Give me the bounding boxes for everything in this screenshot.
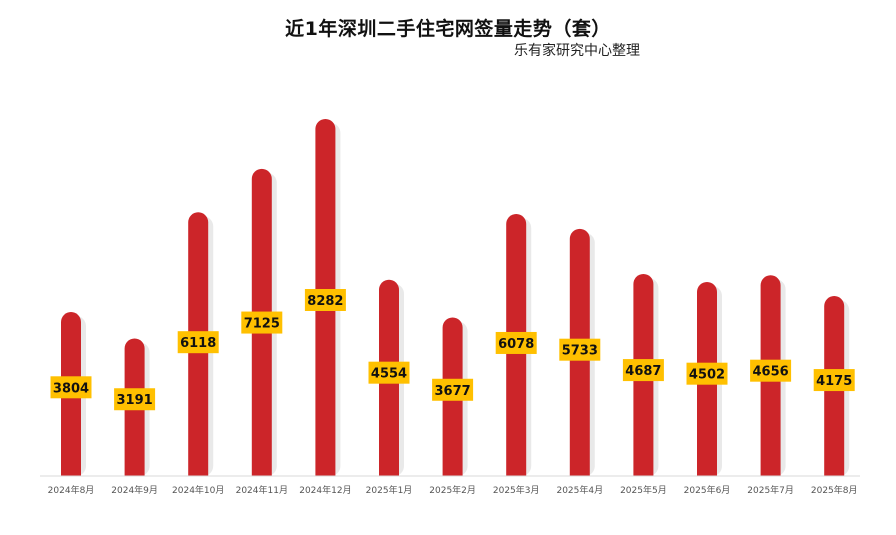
data-label-box [495, 331, 537, 354]
data-label-box [304, 289, 346, 311]
x-tick-label: 2024年9月 [111, 484, 158, 496]
data-label: 7125 [241, 311, 283, 334]
data-label-box [368, 361, 410, 384]
data-label: 4502 [686, 362, 728, 385]
x-tick-labels-layer: 2024年8月 2024年9月 2024年10月 2024年11月 2024年12月 20… [48, 484, 858, 496]
x-tick-label: 2024年8月 [48, 484, 95, 496]
x-tick-label: 2025年5月 [620, 484, 667, 496]
x-tick-label: 2025年7月 [747, 484, 794, 496]
data-label-box [432, 378, 474, 401]
data-label-text: 6118 [180, 336, 216, 351]
data-label: 6118 [177, 331, 219, 354]
bars-layer [61, 119, 850, 477]
x-tick-label: 2025年4月 [556, 484, 603, 496]
x-tick-label: 2025年3月 [493, 484, 540, 496]
x-tick-label: 2025年2月 [429, 484, 476, 496]
chart-subtitle: 乐有家研究中心整理 [514, 43, 640, 59]
data-label: 4554 [368, 361, 410, 384]
data-label: 4687 [622, 359, 664, 382]
data-label-box [559, 338, 601, 361]
data-label: 3191 [114, 388, 156, 411]
data-label-box [241, 311, 283, 334]
data-label-text: 4554 [371, 367, 407, 382]
data-label: 3677 [432, 378, 474, 401]
data-label-text: 6078 [498, 337, 534, 352]
x-tick-label: 2024年11月 [236, 484, 288, 496]
data-label-box [686, 362, 728, 385]
data-label-text: 3677 [435, 384, 471, 399]
data-label-text: 8282 [307, 294, 343, 309]
data-label-text: 5733 [562, 344, 598, 359]
data-label: 4175 [813, 369, 855, 392]
x-tick-label: 2025年1月 [366, 484, 413, 496]
data-label-text: 4687 [625, 364, 661, 379]
chart-title: 近1年深圳二手住宅网签量走势（套） [285, 18, 611, 40]
x-tick-label: 2024年10月 [172, 484, 224, 496]
data-label: 6078 [495, 331, 537, 354]
data-label-box [750, 359, 792, 382]
data-label-text: 3804 [53, 381, 89, 396]
data-labels-layer: 3804 3191 6118 7125 8282 4554 3677 6078 5733 4687… [50, 289, 855, 411]
data-label-box [114, 388, 156, 411]
data-label-box [622, 359, 664, 382]
x-tick-label: 2024年12月 [299, 484, 351, 496]
data-label-box [813, 369, 855, 392]
data-label-box [177, 331, 219, 354]
data-label-text: 4656 [753, 365, 789, 380]
x-tick-label: 2025年6月 [684, 484, 731, 496]
data-label: 4656 [750, 359, 792, 382]
data-label-text: 4502 [689, 368, 725, 383]
x-tick-label: 2025年8月 [811, 484, 858, 496]
data-label-text: 3191 [117, 393, 153, 408]
data-label: 5733 [559, 338, 601, 361]
data-label-text: 4175 [816, 374, 852, 389]
data-label-text: 7125 [244, 317, 280, 332]
data-label: 3804 [50, 376, 92, 399]
data-label-box [50, 376, 92, 399]
data-label: 8282 [304, 289, 346, 311]
